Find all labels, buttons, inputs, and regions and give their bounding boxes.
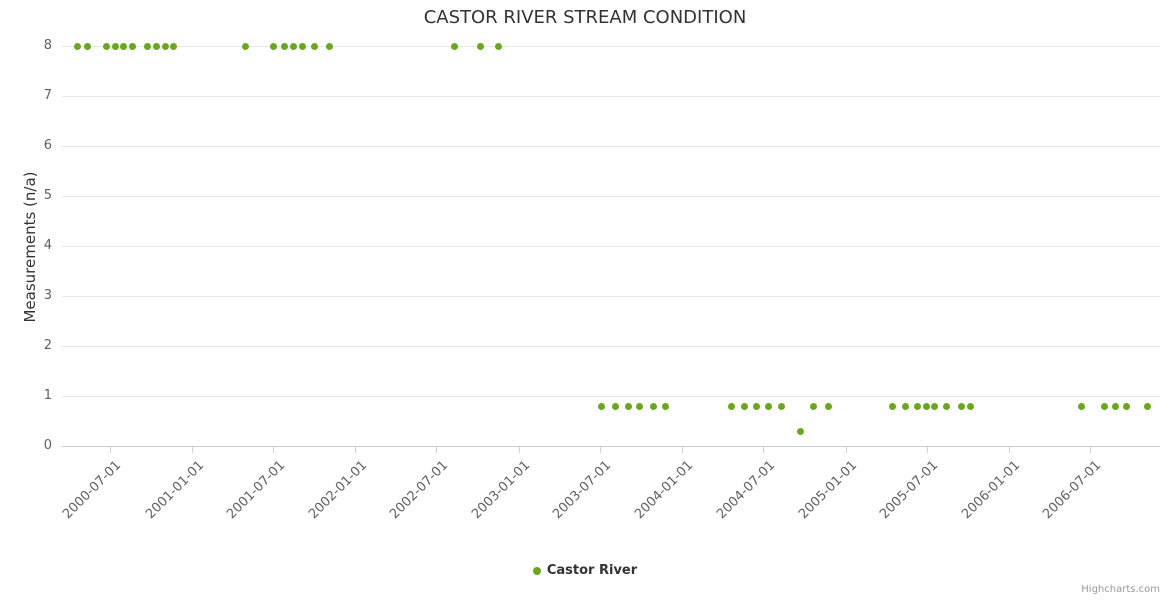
data-point[interactable] xyxy=(764,402,772,410)
data-point[interactable] xyxy=(326,42,334,50)
data-point[interactable] xyxy=(103,42,111,50)
data-point[interactable] xyxy=(1112,402,1120,410)
data-point[interactable] xyxy=(796,427,804,435)
gridline-y-7 xyxy=(62,96,1160,97)
data-point[interactable] xyxy=(476,42,484,50)
x-axis-tick xyxy=(681,447,683,453)
x-axis-tick xyxy=(926,447,928,453)
data-point[interactable] xyxy=(625,402,633,410)
x-axis-tick xyxy=(845,447,847,453)
x-axis-label: 2003-07-01 xyxy=(550,458,615,523)
data-point[interactable] xyxy=(914,402,922,410)
gridline-y-1 xyxy=(62,396,1160,397)
highcharts-credits-link[interactable]: Highcharts.com xyxy=(1081,584,1160,595)
y-axis-label: 3 xyxy=(43,288,52,303)
x-axis-tick xyxy=(109,447,111,453)
data-point[interactable] xyxy=(943,402,951,410)
data-point[interactable] xyxy=(289,42,297,50)
y-axis-label: 2 xyxy=(43,338,52,353)
data-point[interactable] xyxy=(450,42,458,50)
data-point[interactable] xyxy=(1144,402,1152,410)
legend-marker-icon xyxy=(532,566,541,575)
x-axis-tick xyxy=(436,447,438,453)
data-point[interactable] xyxy=(162,42,170,50)
data-point[interactable] xyxy=(1101,402,1109,410)
data-point[interactable] xyxy=(889,402,897,410)
data-point[interactable] xyxy=(635,402,643,410)
data-point[interactable] xyxy=(824,402,832,410)
y-axis-label: 5 xyxy=(43,188,52,203)
x-axis-label: 2004-07-01 xyxy=(713,458,778,523)
x-axis-label: 2005-01-01 xyxy=(796,458,861,523)
data-point[interactable] xyxy=(728,402,736,410)
data-point[interactable] xyxy=(662,402,670,410)
x-axis-tick xyxy=(1008,447,1010,453)
y-axis-label: 8 xyxy=(43,38,52,53)
x-axis-tick xyxy=(1089,447,1091,453)
x-axis-label: 2000-07-01 xyxy=(60,458,125,523)
data-point[interactable] xyxy=(809,402,817,410)
data-point[interactable] xyxy=(957,402,965,410)
gridline-y-5 xyxy=(62,196,1160,197)
y-axis-label: 6 xyxy=(43,138,52,153)
x-axis-tick xyxy=(763,447,765,453)
data-point[interactable] xyxy=(112,42,120,50)
legend-label: Castor River xyxy=(546,563,638,578)
x-axis-label: 2003-01-01 xyxy=(469,458,534,523)
x-axis-tick xyxy=(273,447,275,453)
gridline-y-6 xyxy=(62,146,1160,147)
data-point[interactable] xyxy=(1078,402,1086,410)
gridline-y-8 xyxy=(62,46,1160,47)
x-axis-tick xyxy=(355,447,357,453)
data-point[interactable] xyxy=(153,42,161,50)
data-point[interactable] xyxy=(650,402,658,410)
x-axis-line xyxy=(62,446,1160,447)
x-axis-label: 2001-07-01 xyxy=(223,458,288,523)
x-axis-label: 2004-01-01 xyxy=(632,458,697,523)
data-point[interactable] xyxy=(740,402,748,410)
data-point[interactable] xyxy=(597,402,605,410)
data-point[interactable] xyxy=(310,42,318,50)
x-axis-label: 2006-07-01 xyxy=(1040,458,1105,523)
data-point[interactable] xyxy=(752,402,760,410)
data-point[interactable] xyxy=(612,402,620,410)
gridline-y-4 xyxy=(62,246,1160,247)
data-point[interactable] xyxy=(170,42,178,50)
data-point[interactable] xyxy=(74,42,82,50)
data-point[interactable] xyxy=(777,402,785,410)
data-point[interactable] xyxy=(241,42,249,50)
data-point[interactable] xyxy=(120,42,128,50)
chart-title: CASTOR RIVER STREAM CONDITION xyxy=(423,7,747,28)
x-axis-label: 2002-01-01 xyxy=(305,458,371,523)
data-point[interactable] xyxy=(269,42,277,50)
y-axis-label: 7 xyxy=(43,88,52,103)
gridline-y-3 xyxy=(62,296,1160,297)
data-point[interactable] xyxy=(298,42,306,50)
x-axis-label: 2001-01-01 xyxy=(142,458,207,523)
x-axis-label: 2002-07-01 xyxy=(386,458,451,523)
x-axis-tick xyxy=(599,447,601,453)
y-axis-label: 1 xyxy=(43,388,52,403)
data-point[interactable] xyxy=(966,402,974,410)
y-axis-label: 0 xyxy=(43,438,52,453)
y-axis-label: 4 xyxy=(43,238,52,253)
data-point[interactable] xyxy=(902,402,909,410)
gridline-y-2 xyxy=(62,346,1160,347)
x-axis-label: 2005-07-01 xyxy=(877,458,942,523)
data-point[interactable] xyxy=(129,42,137,50)
data-point[interactable] xyxy=(931,402,939,410)
data-point[interactable] xyxy=(144,42,152,50)
data-point[interactable] xyxy=(495,42,503,50)
x-axis-tick xyxy=(518,447,520,453)
x-axis-tick xyxy=(192,447,194,453)
data-point[interactable] xyxy=(280,42,288,50)
legend-item-castor-river[interactable]: Castor River xyxy=(0,563,1170,578)
x-axis-label: 2006-01-01 xyxy=(959,458,1024,523)
data-point[interactable] xyxy=(1123,402,1131,410)
data-point[interactable] xyxy=(922,402,930,410)
data-point[interactable] xyxy=(84,42,92,50)
